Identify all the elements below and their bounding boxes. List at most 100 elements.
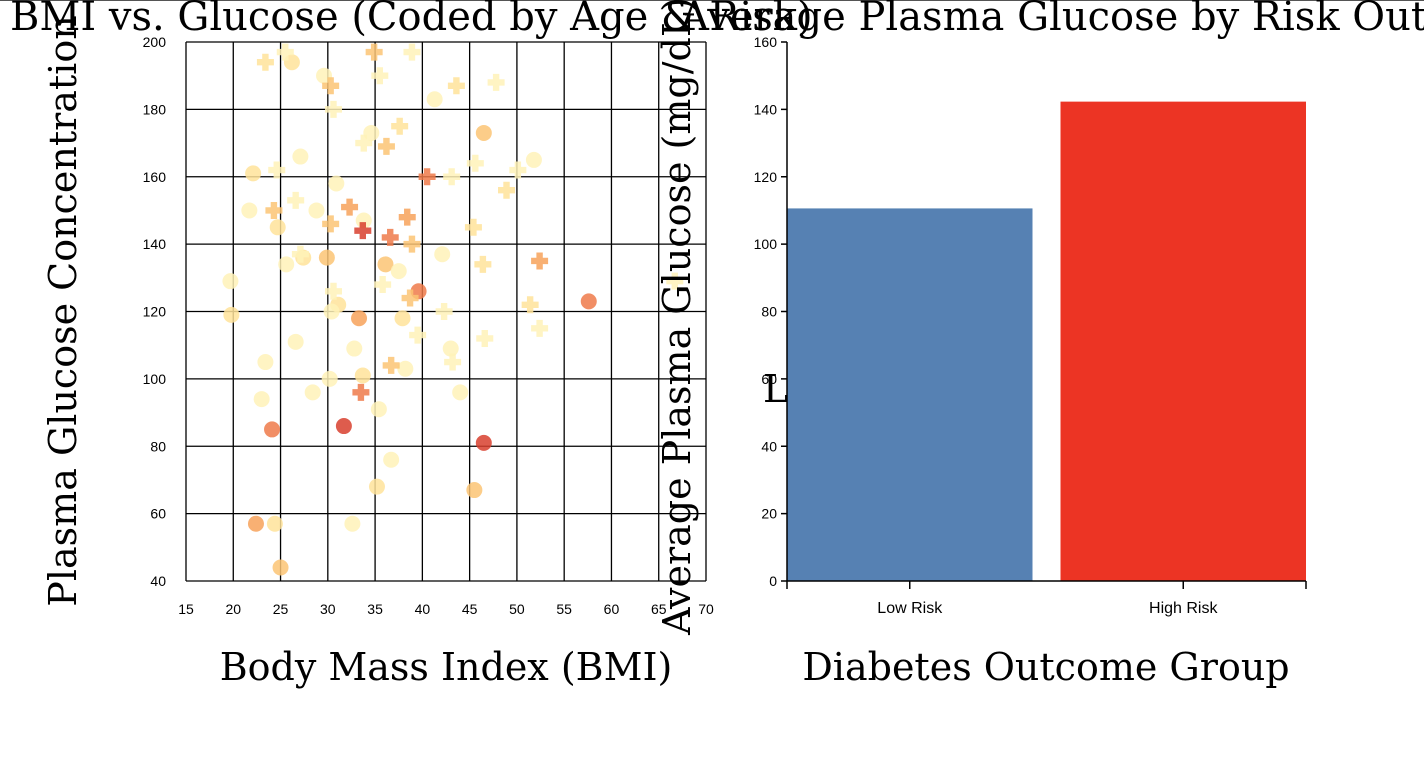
- scatter-point-cross: [509, 161, 527, 179]
- scatter-point-cross: [487, 73, 505, 91]
- bar-y-tick-label: 20: [761, 506, 777, 522]
- scatter-y-tick-label: 180: [143, 101, 167, 117]
- scatter-y-tick-label: 60: [150, 506, 166, 522]
- scatter-point-circle: [222, 273, 239, 290]
- scatter-x-tick-label: 60: [604, 601, 620, 617]
- scatter-y-tick-label: 140: [143, 236, 167, 252]
- scatter-point-circle: [390, 263, 407, 280]
- scatter-point-circle: [394, 310, 411, 327]
- bar-category-label: Low Risk: [877, 600, 943, 617]
- scatter-point-cross: [466, 154, 484, 172]
- scatter-point-cross: [398, 208, 416, 226]
- bar-y-tick-label: 120: [754, 169, 778, 185]
- scatter-point-circle: [308, 202, 325, 219]
- scatter-point-cross: [418, 168, 436, 186]
- bar-x-axis: Low Risk High Risk: [786, 580, 1307, 617]
- scatter-point-circle: [452, 384, 469, 401]
- scatter-point-circle: [287, 333, 304, 350]
- scatter-point-cross: [276, 43, 294, 61]
- scatter-point-circle: [247, 515, 264, 532]
- bar-high-risk: [1060, 101, 1306, 581]
- bar-y-tick-label: 160: [754, 34, 778, 50]
- scatter-x-tick-label: 35: [367, 601, 383, 617]
- scatter-point-circle: [241, 202, 258, 219]
- bar-chart-title: Average Plasma Glucose by Risk Outcome: [679, 0, 1424, 40]
- scatter-point-cross: [521, 296, 539, 314]
- scatter-point-circle: [475, 434, 492, 451]
- scatter-point-circle: [272, 559, 289, 576]
- scatter-point-circle: [351, 310, 368, 327]
- scatter-point-cross: [464, 218, 482, 236]
- scatter-y-tick-label: 160: [143, 169, 167, 185]
- scatter-point-cross: [352, 383, 370, 401]
- scatter-point-cross: [341, 198, 359, 216]
- scatter-point-cross: [381, 228, 399, 246]
- scatter-y-axis-title: Plasma Glucose Concentration: [41, 15, 85, 606]
- scatter-point-cross: [256, 53, 274, 71]
- scatter-point-circle: [426, 91, 443, 108]
- scatter-point-cross: [322, 77, 340, 95]
- scatter-point-cross: [531, 319, 549, 337]
- scatter-point-cross: [666, 272, 684, 290]
- scatter-point-circle: [269, 219, 286, 236]
- scatter-y-axis-ticks: 40 60 80 100 120 140 160 180 200: [143, 34, 167, 589]
- scatter-point-cross: [377, 137, 395, 155]
- scatter-chart-title: BMI vs. Glucose (Coded by Age & Risk): [10, 0, 813, 40]
- scatter-point-cross: [391, 117, 409, 135]
- scatter-point-circle: [354, 367, 371, 384]
- scatter-point-circle: [363, 124, 380, 141]
- bar-category-label: High Risk: [1149, 600, 1218, 617]
- scatter-point-circle: [278, 256, 295, 273]
- bar-y-axis-title: Average Plasma Glucose (mg/dL): [655, 0, 699, 636]
- scatter-point-cross: [435, 303, 453, 320]
- scatter-x-tick-label: 65: [651, 601, 667, 617]
- scatter-point-cross: [354, 222, 372, 240]
- scatter-point-cross: [382, 356, 400, 374]
- scatter-point-circle: [346, 340, 363, 357]
- scatter-x-tick-label: 40: [415, 601, 431, 617]
- scatter-point-cross: [324, 100, 342, 118]
- scatter-x-axis-title: Body Mass Index (BMI): [220, 645, 673, 689]
- scatter-x-tick-label: 25: [273, 601, 289, 617]
- scatter-point-circle: [442, 340, 459, 357]
- scatter-point-cross: [403, 43, 421, 61]
- scatter-points: [222, 43, 684, 576]
- scatter-y-tick-label: 100: [143, 371, 167, 387]
- scatter-point-circle: [253, 391, 270, 408]
- scatter-point-circle: [323, 303, 340, 320]
- scatter-x-tick-label: 30: [320, 601, 336, 617]
- scatter-point-circle: [377, 256, 394, 273]
- scatter-point-circle: [525, 151, 542, 168]
- scatter-point-circle: [245, 165, 262, 182]
- scatter-point-circle: [344, 515, 361, 532]
- scatter-point-cross: [374, 276, 392, 294]
- scatter-x-tick-label: 50: [509, 601, 525, 617]
- scatter-y-tick-label: 40: [150, 573, 166, 589]
- bar-x-axis-title: Diabetes Outcome Group: [802, 645, 1289, 689]
- scatter-point-circle: [370, 401, 387, 418]
- scatter-point-circle: [397, 360, 414, 377]
- bar-y-tick-label: 60: [761, 371, 777, 387]
- bar-y-tick-label: 80: [761, 304, 777, 320]
- scatter-point-cross: [268, 161, 286, 179]
- scatter-point-cross: [403, 235, 421, 253]
- scatter-point-circle: [328, 175, 345, 192]
- scatter-point-circle: [304, 384, 321, 401]
- scatter-x-tick-label: 45: [462, 601, 478, 617]
- scatter-point-cross: [474, 255, 492, 273]
- scatter-x-tick-label: 20: [225, 601, 241, 617]
- scatter-x-tick-label: 70: [698, 601, 714, 617]
- scatter-point-cross: [287, 191, 305, 209]
- bar-y-tick-label: 40: [761, 438, 777, 454]
- scatter-point-cross: [365, 43, 383, 61]
- scatter-point-cross: [531, 252, 549, 270]
- bar-series: [787, 101, 1306, 581]
- scatter-point-circle: [368, 478, 385, 495]
- scatter-point-cross: [322, 215, 340, 233]
- scatter-point-circle: [264, 421, 281, 438]
- scatter-point-cross: [265, 201, 283, 219]
- scatter-point-cross: [324, 282, 342, 300]
- scatter-point-circle: [580, 293, 597, 310]
- bar-stray-glyph: L: [763, 367, 788, 411]
